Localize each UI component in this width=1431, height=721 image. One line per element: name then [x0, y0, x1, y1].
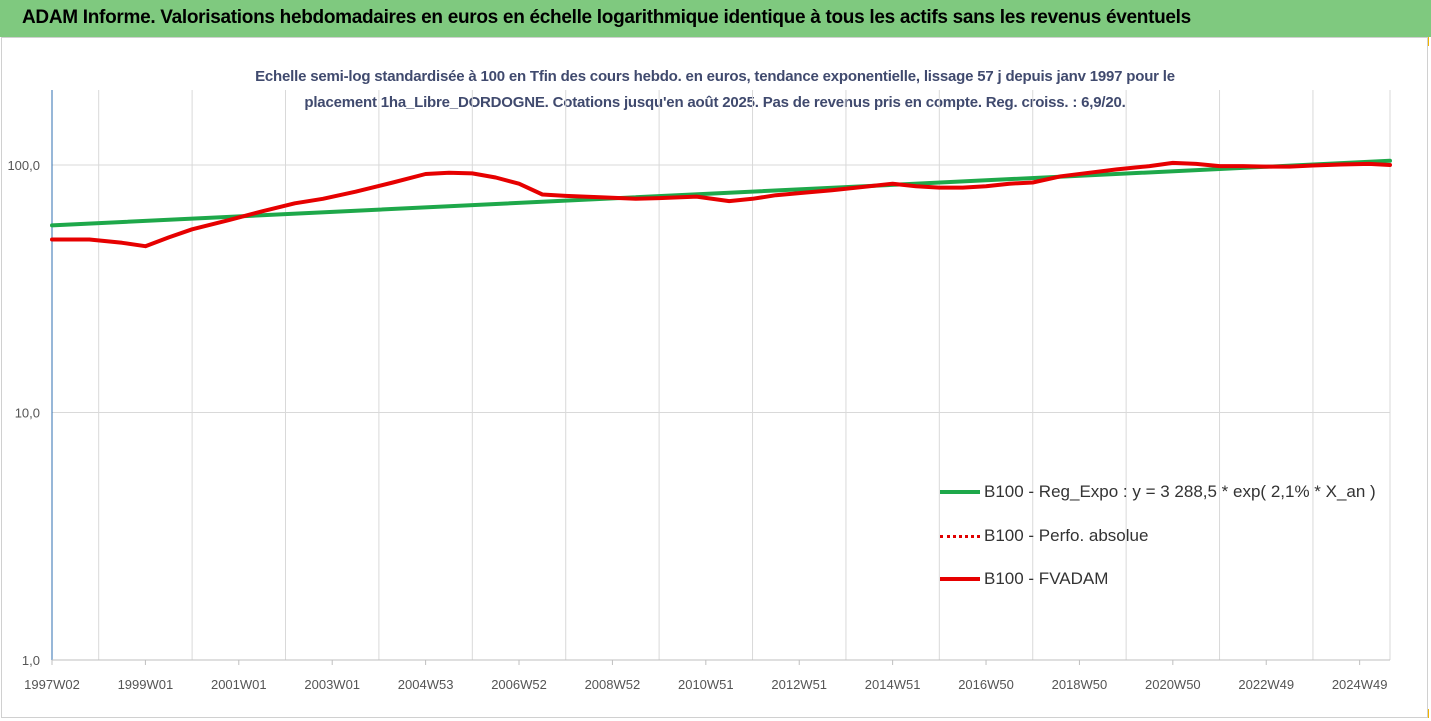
- legend-label-fvadam: B100 - FVADAM: [984, 569, 1109, 588]
- x-tick-label: 2006W52: [491, 677, 547, 692]
- x-tick-label: 2020W50: [1145, 677, 1201, 692]
- x-tick-label: 2004W53: [398, 677, 454, 692]
- x-tick-label: 2022W49: [1238, 677, 1294, 692]
- legend-swatch-fvadam: [940, 577, 980, 581]
- y-tick-label: 100,0: [7, 158, 40, 173]
- legend-swatch-perfo-absolue: [940, 535, 980, 538]
- x-tick-label: 2012W51: [771, 677, 827, 692]
- y-tick-label: 10,0: [15, 406, 40, 421]
- x-tick-label: 2010W51: [678, 677, 734, 692]
- chart-subtitle-line2: placement 1ha_Libre_DORDOGNE. Cotations …: [304, 94, 1126, 111]
- x-tick-label: 2016W50: [958, 677, 1014, 692]
- legend-label-reg-expo: B100 - Reg_Expo : y = 3 288,5 * exp( 2,1…: [984, 482, 1376, 501]
- x-tick-label: 1999W01: [118, 677, 174, 692]
- x-tick-label: 2014W51: [865, 677, 921, 692]
- x-tick-label: 2001W01: [211, 677, 267, 692]
- chart-subtitle: Echelle semi-log standardisée à 100 en T…: [150, 64, 1280, 116]
- series-line-reg-expo: [50, 158, 1392, 228]
- series-line-fvadam: [50, 160, 1392, 249]
- chart-frame: [1, 37, 1428, 718]
- x-tick-label: 2024W49: [1332, 677, 1388, 692]
- legend-label-perfo-absolue: B100 - Perfo. absolue: [984, 526, 1149, 545]
- legend-swatch-reg-expo: [940, 490, 980, 494]
- chart-subtitle-line1: Echelle semi-log standardisée à 100 en T…: [255, 68, 1175, 85]
- header-bar: ADAM Informe. Valorisations hebdomadaire…: [0, 0, 1431, 37]
- page-title: ADAM Informe. Valorisations hebdomadaire…: [22, 7, 1191, 28]
- x-tick-label: 2003W01: [304, 677, 360, 692]
- x-tick-label: 2008W52: [585, 677, 641, 692]
- y-tick-label: 1,0: [22, 653, 40, 668]
- x-tick-label: 2018W50: [1052, 677, 1108, 692]
- x-tick-label: 1997W02: [24, 677, 80, 692]
